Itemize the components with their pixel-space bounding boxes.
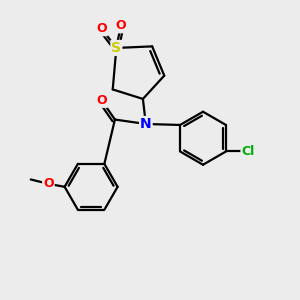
Text: O: O	[96, 22, 107, 35]
Text: O: O	[43, 177, 54, 190]
Text: S: S	[111, 41, 122, 55]
Text: O: O	[96, 94, 107, 107]
Text: Cl: Cl	[242, 145, 255, 158]
Text: O: O	[116, 20, 126, 32]
Text: N: N	[140, 117, 152, 131]
